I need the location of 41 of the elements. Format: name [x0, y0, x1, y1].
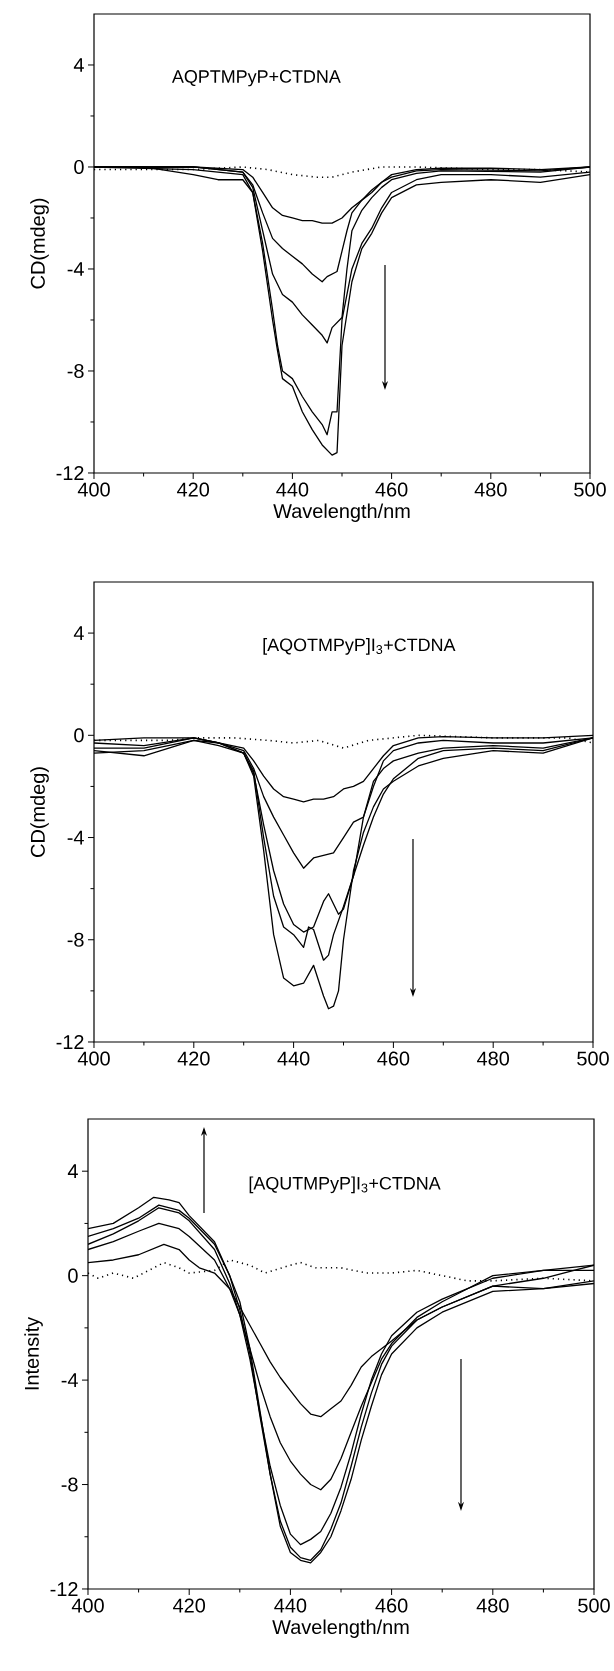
x-tick-label: 420: [177, 482, 210, 497]
x-tick-label: 480: [476, 1598, 509, 1613]
x-tick-label: 420: [173, 1598, 206, 1613]
x-tick-label: 400: [77, 482, 110, 497]
y-tick-label: -12: [50, 1582, 78, 1596]
x-tick-label: 500: [577, 1051, 609, 1066]
annotation: [AQOTMPyP]I$_{3}$+CTDNA: [263, 638, 456, 655]
y-tick-label: -4: [61, 1373, 78, 1387]
x-tick-label: 440: [274, 1598, 307, 1613]
y-tick-label: -4: [67, 262, 84, 276]
y-axis-title: Intensity: [24, 1316, 43, 1390]
annotation: [AQUTMPyP]I$_{3}$+CTDNA: [249, 1176, 441, 1194]
x-tick-label: 500: [574, 482, 606, 497]
x-tick-label: 460: [375, 482, 408, 497]
y-axis-title: CD(mdeg): [30, 767, 49, 857]
y-tick-label: -8: [67, 932, 84, 947]
x-tick-label: 460: [377, 1051, 410, 1066]
x-tick-label: 460: [375, 1598, 408, 1613]
x-tick-label: 400: [71, 1598, 104, 1613]
y-tick-label: 0: [74, 728, 84, 743]
y-tick-label: 4: [73, 58, 84, 72]
y-tick-label: 4: [67, 1164, 78, 1179]
y-tick-label: -8: [67, 363, 84, 379]
x-axis-title: Wavelength/nm: [272, 1619, 409, 1639]
x-tick-label: 500: [578, 1598, 610, 1613]
y-tick-label: -12: [56, 466, 84, 480]
x-tick-label: 400: [77, 1051, 110, 1066]
y-tick-label: 0: [68, 1268, 78, 1283]
y-tick-label: -8: [61, 1477, 78, 1492]
x-tick-label: 480: [474, 482, 507, 497]
y-axis-title: CD(mdeg): [30, 198, 49, 289]
y-tick-label: 4: [73, 626, 84, 640]
annotation: AQPTMPyP+CTDNA: [171, 70, 341, 87]
y-tick-label: 0: [74, 159, 84, 175]
x-tick-label: 420: [177, 1051, 210, 1066]
x-tick-label: 440: [277, 1051, 310, 1066]
x-tick-label: 440: [276, 482, 309, 497]
x-tick-label: 480: [477, 1051, 510, 1066]
y-tick-label: -12: [56, 1035, 84, 1049]
y-tick-label: -4: [67, 830, 84, 845]
x-axis-title: Wavelength/nm: [273, 503, 410, 523]
